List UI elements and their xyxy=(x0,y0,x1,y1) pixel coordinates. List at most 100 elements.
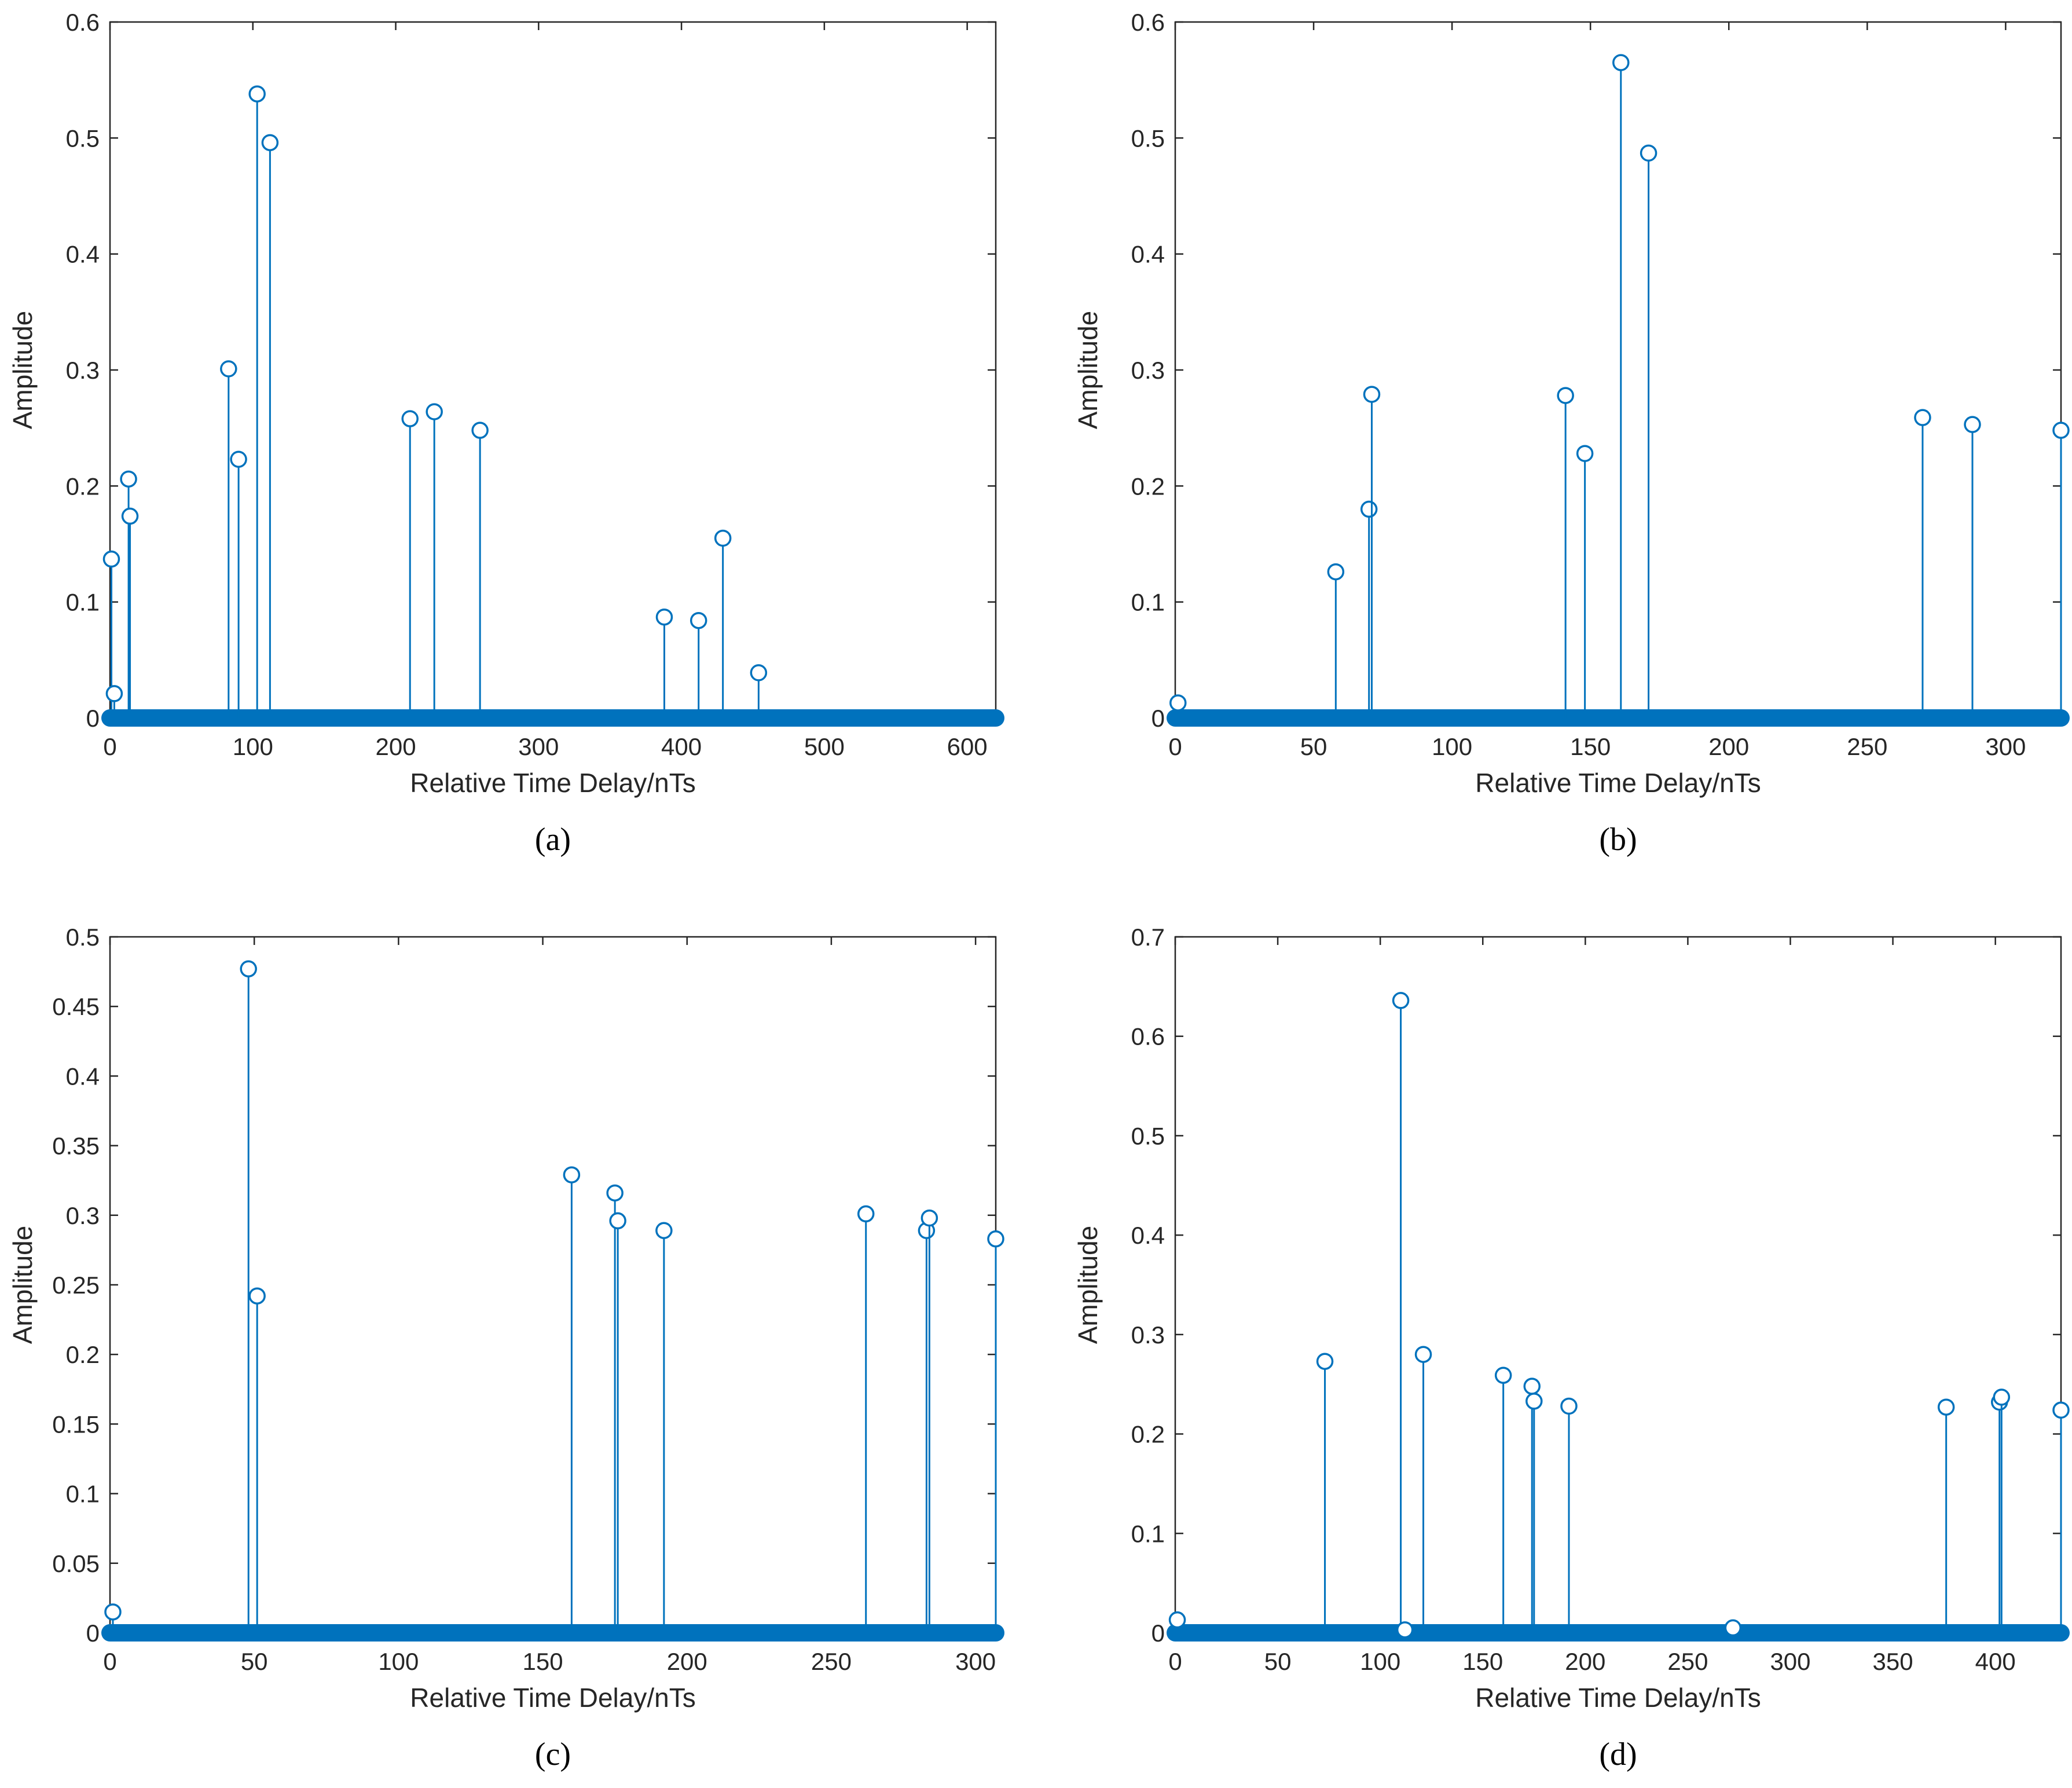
stem-marker xyxy=(1640,144,1657,162)
x-tick-label: 350 xyxy=(1873,1648,1913,1675)
y-tick-label: 0.5 xyxy=(1131,1122,1165,1149)
x-tick-label: 500 xyxy=(804,733,845,760)
x-tick-label: 200 xyxy=(376,733,416,760)
stem-marker xyxy=(2052,1401,2070,1419)
stem-marker xyxy=(261,134,279,152)
stem-marker xyxy=(1560,1397,1578,1415)
x-tick-label: 250 xyxy=(811,1648,852,1675)
x-tick-label: 100 xyxy=(233,733,273,760)
stem-marker xyxy=(2052,422,2070,439)
stem-marker xyxy=(1724,1619,1742,1637)
stem-marker xyxy=(248,1287,266,1305)
stem-marker xyxy=(1993,1388,2011,1406)
panel-caption: (c) xyxy=(535,1736,571,1772)
y-tick-label: 0.6 xyxy=(66,9,100,36)
stem-marker xyxy=(1494,1366,1512,1384)
y-tick-label: 0.5 xyxy=(66,124,100,152)
stem-marker xyxy=(1557,387,1574,404)
x-tick-label: 100 xyxy=(1432,733,1472,760)
y-tick-label: 0.4 xyxy=(66,1062,100,1090)
stem-marker xyxy=(714,529,732,547)
y-tick-label: 0 xyxy=(1151,705,1165,732)
y-axis-label: Amplitude xyxy=(8,1226,38,1344)
y-tick-label: 0.3 xyxy=(66,357,100,384)
y-tick-label: 0 xyxy=(86,705,100,732)
x-tick-label: 150 xyxy=(523,1648,563,1675)
y-tick-label: 0.6 xyxy=(1131,9,1165,36)
panel-caption: (d) xyxy=(1599,1736,1637,1772)
x-axis-label: Relative Time Delay/nTs xyxy=(1475,1683,1761,1713)
y-tick-label: 0.3 xyxy=(1131,1321,1165,1349)
stem-marker xyxy=(690,611,707,629)
x-tick-label: 300 xyxy=(1985,733,2026,760)
y-tick-label: 0.3 xyxy=(66,1202,100,1229)
x-tick-label: 0 xyxy=(1168,733,1182,760)
x-tick-label: 250 xyxy=(1847,733,1887,760)
stem-marker xyxy=(655,1222,673,1239)
stem-marker xyxy=(248,85,266,102)
stem-marker xyxy=(120,470,137,488)
stem-marker xyxy=(1414,1346,1432,1363)
y-tick-label: 0 xyxy=(86,1620,100,1647)
y-tick-label: 0.7 xyxy=(1131,924,1165,951)
x-tick-label: 100 xyxy=(378,1648,419,1675)
stem-marker xyxy=(104,1603,122,1621)
x-tick-label: 150 xyxy=(1570,733,1611,760)
stem-marker xyxy=(220,360,237,378)
y-tick-label: 0.3 xyxy=(1131,357,1165,384)
x-axis-label: Relative Time Delay/nTs xyxy=(1475,768,1761,798)
stem-marker xyxy=(563,1166,581,1184)
x-tick-label: 200 xyxy=(1565,1648,1605,1675)
x-tick-label: 400 xyxy=(1975,1648,2016,1675)
stem-marker xyxy=(1168,1611,1186,1629)
x-tick-label: 150 xyxy=(1462,1648,1503,1675)
stem-marker xyxy=(1360,500,1378,518)
x-tick-label: 200 xyxy=(667,1648,707,1675)
y-tick-label: 0.1 xyxy=(1131,589,1165,616)
y-tick-label: 0.1 xyxy=(1131,1520,1165,1547)
stem-marker xyxy=(987,1230,1004,1248)
y-tick-label: 0.35 xyxy=(52,1133,100,1160)
y-tick-label: 0.15 xyxy=(52,1410,100,1438)
x-tick-label: 0 xyxy=(103,733,116,760)
x-tick-label: 100 xyxy=(1360,1648,1400,1675)
y-tick-label: 0.05 xyxy=(52,1550,100,1577)
chart-panel-d: 0 50 100 150 200 250 300 350 400 0 0.1 0.2 0.3 0.4 0.5… xyxy=(1073,924,2070,1772)
stem-marker xyxy=(1525,1393,1543,1410)
y-axis-label: Amplitude xyxy=(1073,1226,1103,1344)
stem-marker xyxy=(471,422,489,439)
x-axis-label: Relative Time Delay/nTs xyxy=(410,1683,695,1713)
y-tick-label: 0.2 xyxy=(66,1341,100,1368)
y-tick-label: 0.5 xyxy=(1131,124,1165,152)
y-tick-label: 0.6 xyxy=(1131,1023,1165,1050)
stem-marker xyxy=(1612,54,1630,71)
x-tick-label: 300 xyxy=(518,733,559,760)
stem-marker xyxy=(1327,563,1345,581)
stem-marker xyxy=(655,608,673,626)
y-tick-label: 0.1 xyxy=(66,589,100,616)
stem-marker xyxy=(121,507,139,525)
stem-marker xyxy=(606,1184,624,1202)
x-tick-label: 250 xyxy=(1667,1648,1708,1675)
stem-marker xyxy=(230,450,247,468)
stem-marker xyxy=(426,403,443,420)
stem-marker xyxy=(1937,1398,1955,1416)
stem-marker xyxy=(105,685,123,702)
stem-marker xyxy=(1363,386,1381,403)
x-tick-label: 50 xyxy=(241,1648,268,1675)
chart-panel-c: 0 50 100 150 200 250 300 0 0.05 0.1 0.15 0.2 0.25 0.3… xyxy=(8,924,1004,1772)
stem-marker xyxy=(102,550,120,568)
stem-marker xyxy=(1392,992,1410,1009)
x-tick-label: 0 xyxy=(1168,1648,1182,1675)
stem-marker xyxy=(401,410,419,427)
stem-marker xyxy=(857,1205,875,1223)
stem-marker xyxy=(1576,445,1594,462)
y-tick-label: 0.4 xyxy=(1131,241,1165,268)
y-tick-label: 0.2 xyxy=(66,472,100,500)
y-tick-label: 0.2 xyxy=(1131,1421,1165,1448)
stem-marker xyxy=(609,1212,626,1230)
stem-marker xyxy=(1914,409,1931,426)
y-axis-label: Amplitude xyxy=(1073,311,1103,430)
y-tick-label: 0 xyxy=(1151,1620,1165,1647)
